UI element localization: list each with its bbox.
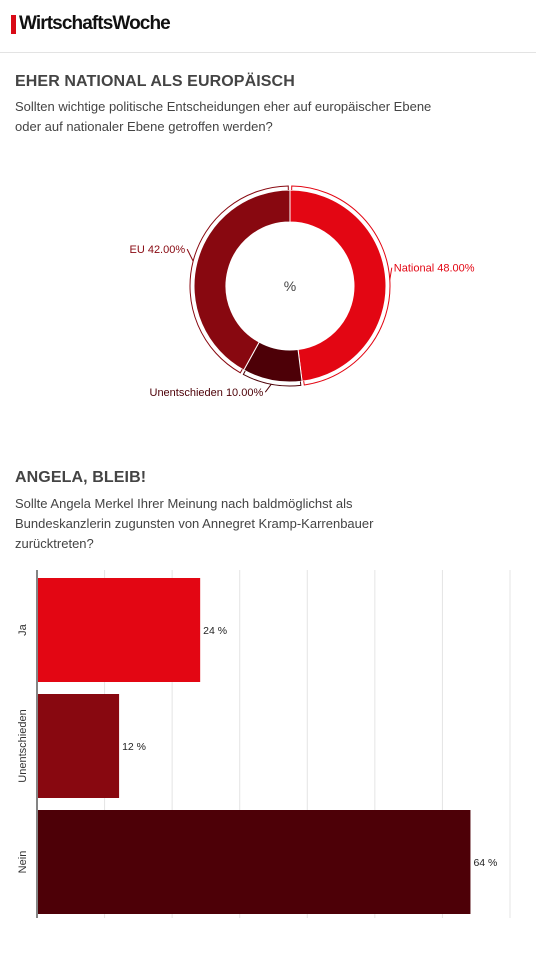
section-1-title: EHER NATIONAL ALS EUROPÄISCH (15, 73, 295, 90)
category-label-ja: Ja (17, 623, 29, 636)
bar-value-label-nein: 64 % (473, 857, 497, 869)
donut-slice-national[interactable] (289, 189, 387, 382)
bar-value-label-unentschieden: 12 % (122, 741, 146, 753)
category-label-unentschieden: Unentschieden (17, 709, 29, 782)
section-2-title: ANGELA, BLEIB! (15, 469, 147, 486)
site-header: WirtschaftsWoche (0, 0, 536, 53)
logo-mark (11, 14, 16, 34)
bar-value-label-ja: 24 % (203, 625, 227, 637)
bar-ja[interactable] (38, 578, 201, 682)
wiwo-logo[interactable]: WirtschaftsWoche (11, 13, 171, 35)
bar-unentschieden[interactable] (38, 694, 120, 798)
donut-label-eu: EU 42.00% (129, 244, 185, 256)
donut-leader-national (389, 267, 393, 280)
donut-label-unentschieden: Unentschieden 10.00% (150, 387, 264, 399)
donut-slice-eu[interactable] (193, 189, 291, 371)
donut-chart: National 48.00% Unentschieden 10.00% EU 42… (129, 185, 475, 399)
donut-leader-unentschieden (264, 383, 272, 393)
bar-nein[interactable] (38, 810, 471, 914)
section-2-subtitle: Sollte Angela Merkel Ihrer Meinung nach … (15, 496, 374, 551)
donut-leader-eu (186, 248, 194, 262)
donut-label-national: National 48.00% (394, 263, 475, 275)
section-1-subtitle: Sollten wichtige politische Entscheidung… (15, 99, 432, 134)
donut-center-label: % (284, 278, 296, 294)
bar-chart: 24 % Ja 12 % Unentschieden 64 % Nein (17, 570, 511, 918)
category-label-nein: Nein (17, 851, 29, 874)
logo-text: WirtschaftsWoche (19, 13, 171, 34)
